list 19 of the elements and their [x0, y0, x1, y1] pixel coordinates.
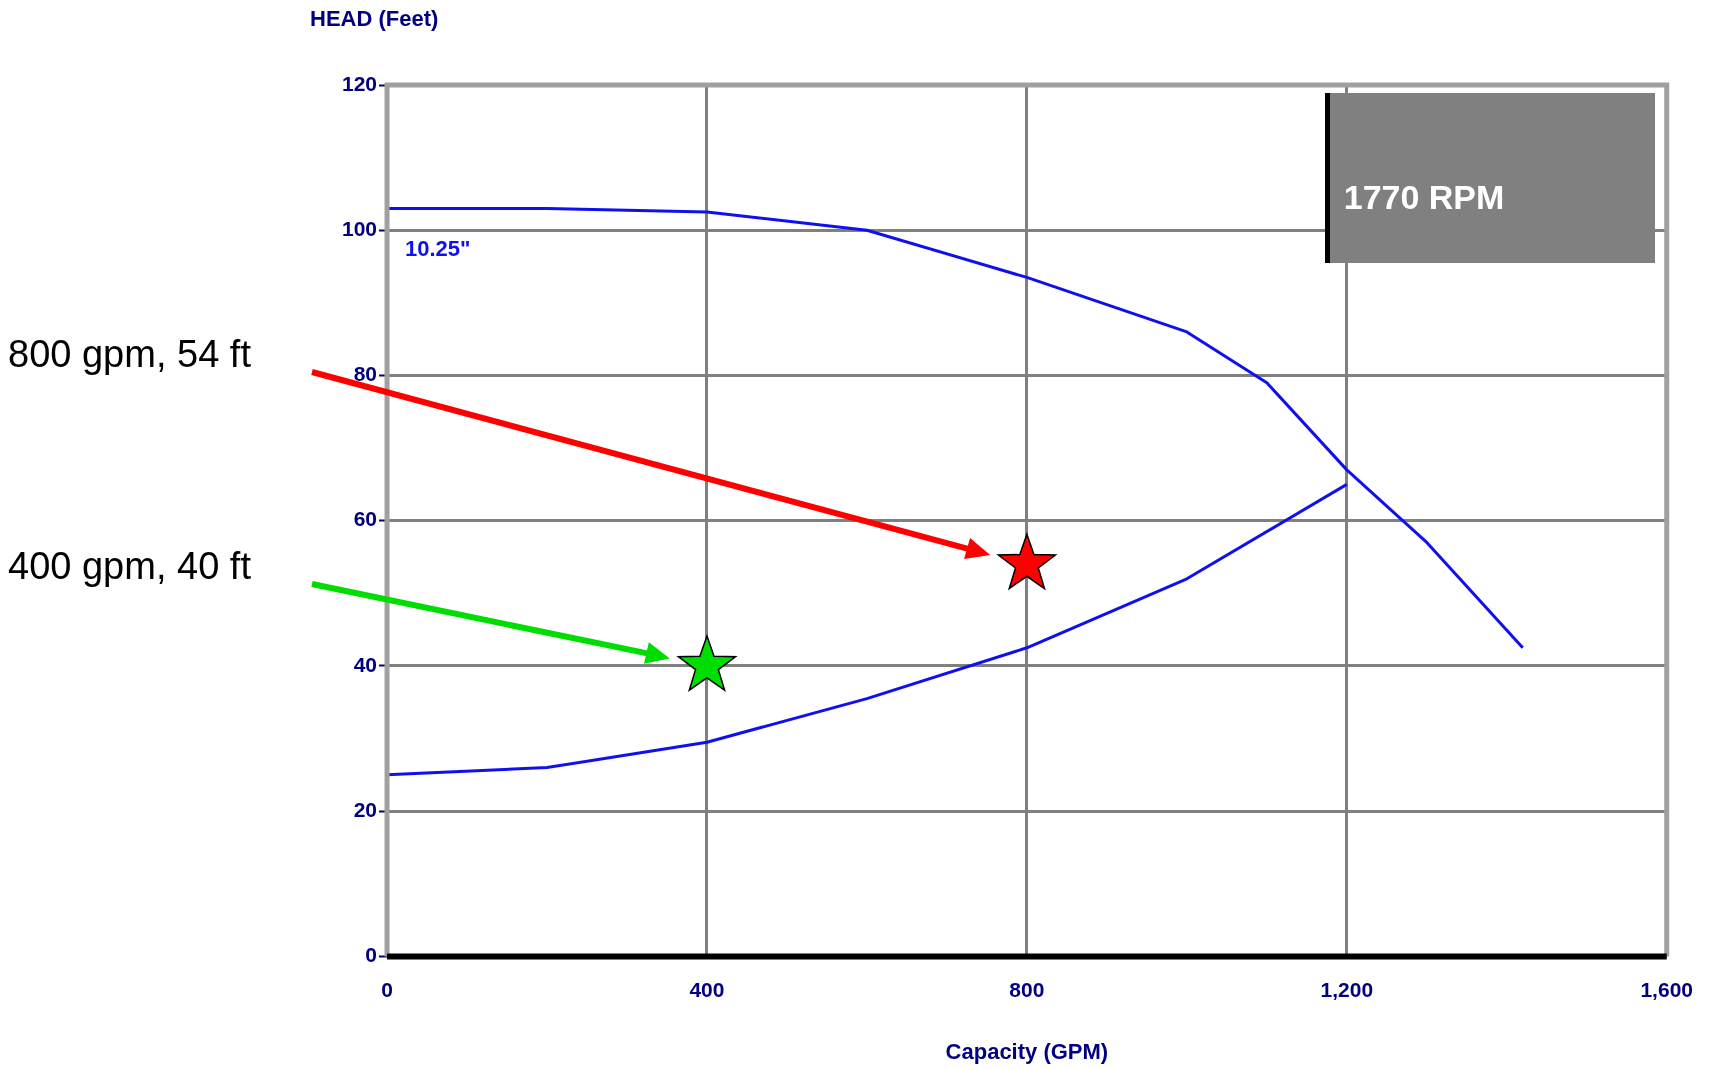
text: 800 gpm, 54 ft [8, 333, 252, 376]
x-tick-label: 400 [689, 977, 725, 1001]
series-label: 10.25" [405, 235, 471, 261]
x-tick-label: 1,600 [1640, 977, 1694, 1001]
y-tick-label: 40 [353, 652, 378, 676]
annotation: 1770 RPM [1343, 178, 1505, 216]
x-tick-label: 800 [1009, 977, 1045, 1001]
speed-box: 1770 RPM [1324, 93, 1655, 263]
x-tick-label: 1,200 [1320, 977, 1374, 1001]
x-axis-title: Capacity (GPM) [945, 1038, 1109, 1064]
y-tick-label: 80 [353, 362, 378, 386]
y-axis-title: HEAD (Feet) [310, 6, 439, 32]
y-tick-label: 100 [341, 217, 378, 241]
y-tick-label: 20 [353, 797, 378, 821]
text: 400 gpm, 40 ft [8, 545, 252, 588]
y-tick-label: 60 [353, 507, 378, 531]
y-tick-label: 120 [341, 71, 378, 95]
x-tick-label: 0 [381, 977, 393, 1001]
y-tick-label: 0 [365, 943, 378, 967]
